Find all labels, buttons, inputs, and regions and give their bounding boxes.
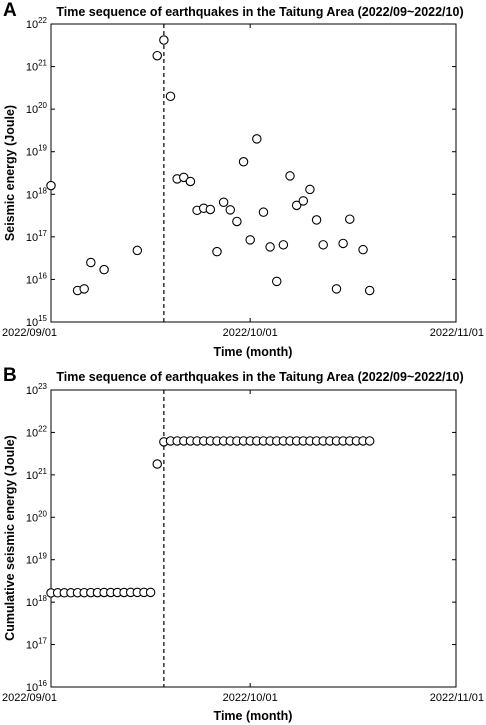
data-point <box>298 196 309 206</box>
y-tick-label: 1016 <box>26 271 48 286</box>
data-point <box>86 257 96 268</box>
data-point <box>179 172 189 183</box>
x-tick-label: 2022/11/01 <box>430 327 484 339</box>
y-tick-label: 1022 <box>26 424 48 439</box>
data-point <box>271 276 282 287</box>
y-tick-label: 1019 <box>26 552 48 567</box>
y-tick-label: 1021 <box>26 59 48 74</box>
data-point <box>311 215 322 225</box>
data-point <box>225 205 236 215</box>
panel-a-x-axis: 2022/09/01 2022/10/01 2022/11/01 <box>2 24 484 339</box>
panel-b-letter: B <box>3 365 17 386</box>
y-tick-label: 1020 <box>26 101 48 116</box>
data-point <box>265 242 275 252</box>
x-tick-label: 2022/09/01 <box>2 692 57 704</box>
data-point <box>338 238 348 249</box>
data-point <box>46 180 56 191</box>
panel-b-x-axis-label: Time (month) <box>214 709 293 723</box>
data-point <box>232 216 242 227</box>
y-tick-label: 1017 <box>26 637 48 652</box>
y-tick-label: 1023 <box>26 382 48 397</box>
data-point <box>252 134 262 144</box>
panel-b-y-axis: 1016 1017 1018 1019 1020 1021 1022 1023 <box>26 382 456 694</box>
data-point <box>185 176 196 187</box>
panel-a-x-axis-label: Time (month) <box>214 345 293 359</box>
data-point <box>245 235 255 245</box>
data-point <box>305 184 315 195</box>
data-point <box>165 91 176 102</box>
data-point <box>358 244 368 255</box>
x-tick-label: 2022/09/01 <box>2 327 57 339</box>
panel-a: A Time sequence of earthquakes in the Ta… <box>2 0 484 359</box>
panel-a-plot-frame <box>50 23 457 323</box>
panel-a-y-axis-label: Seismic energy (Joule) <box>3 105 17 241</box>
panel-a-y-axis: 1015 1016 1017 1018 1019 1020 1021 1022 <box>26 16 456 329</box>
data-point <box>258 207 269 217</box>
panel-b-plot-frame <box>50 389 457 688</box>
x-tick-label: 2022/10/01 <box>223 692 278 704</box>
data-point <box>318 240 328 250</box>
data-point <box>238 157 249 167</box>
panel-a-title: Time sequence of earthquakes in the Tait… <box>56 5 463 19</box>
x-tick-label: 2022/11/01 <box>430 692 484 704</box>
y-tick-label: 1016 <box>26 679 48 694</box>
data-point <box>152 50 162 61</box>
y-tick-label: 1022 <box>26 16 48 31</box>
data-point <box>331 284 342 294</box>
panel-a-points <box>46 35 375 296</box>
data-point <box>345 214 355 224</box>
y-tick-label: 1017 <box>26 229 48 244</box>
y-tick-label: 1020 <box>26 509 48 524</box>
data-point <box>152 459 162 469</box>
data-point <box>218 197 229 208</box>
data-point <box>205 204 216 215</box>
data-point <box>291 200 302 211</box>
data-point <box>212 246 222 257</box>
y-tick-label: 1018 <box>26 186 48 201</box>
data-point <box>145 587 156 598</box>
panel-b-y-axis-label: Cumulative seismic energy (Joule) <box>3 435 17 641</box>
panel-b-points <box>46 436 375 598</box>
y-tick-label: 1019 <box>26 144 48 159</box>
panel-b-x-axis: 2022/09/01 2022/10/01 2022/11/01 <box>2 390 484 704</box>
x-tick-label: 2022/10/01 <box>223 327 278 339</box>
y-tick-label: 1018 <box>26 594 48 609</box>
y-tick-label: 1021 <box>26 467 48 482</box>
data-point <box>99 264 109 275</box>
data-point <box>79 284 89 294</box>
panel-b-title: Time sequence of earthquakes in the Tait… <box>56 370 463 384</box>
data-point <box>364 285 375 296</box>
panel-b: B Time sequence of earthquakes in the Ta… <box>2 365 484 723</box>
y-tick-label: 1015 <box>26 314 48 329</box>
panel-a-letter: A <box>3 0 17 21</box>
data-point <box>159 35 169 45</box>
data-point <box>278 240 289 250</box>
data-point <box>285 171 295 181</box>
data-point <box>364 436 375 446</box>
data-point <box>132 245 143 256</box>
